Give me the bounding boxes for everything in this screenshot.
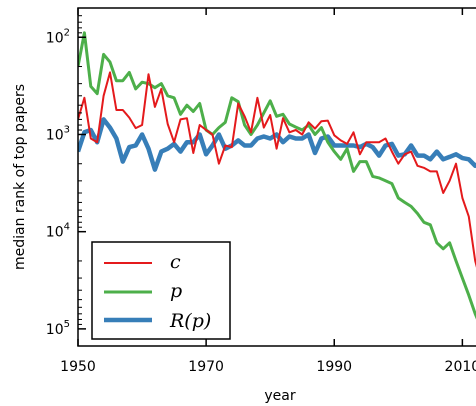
series-line-rp	[78, 117, 476, 172]
x-axis-label: year	[264, 388, 295, 404]
x-tick-label: 1990	[316, 359, 352, 375]
x-tick-label: 1950	[60, 359, 96, 375]
x-tick-label: 1970	[188, 359, 224, 375]
series-line-c	[78, 71, 476, 268]
y-tick-label: 102	[46, 27, 70, 46]
plot-frame	[77, 7, 476, 347]
legend-label-rp: R(p)	[169, 310, 211, 332]
y-tick-label: 103	[46, 124, 70, 143]
plot-lines	[78, 31, 476, 320]
legend-label-c: c	[170, 251, 181, 273]
y-axis-label: median rank of top papers	[12, 84, 28, 270]
legend-label-p: p	[170, 280, 182, 302]
x-tick-label: 2010	[445, 359, 476, 375]
legend: c p R(p)	[91, 241, 231, 340]
y-tick-label: 104	[46, 222, 70, 241]
axes: 1950 1970 1990 2010 102 103 104 105	[46, 7, 476, 375]
y-tick-label: 105	[46, 319, 70, 338]
